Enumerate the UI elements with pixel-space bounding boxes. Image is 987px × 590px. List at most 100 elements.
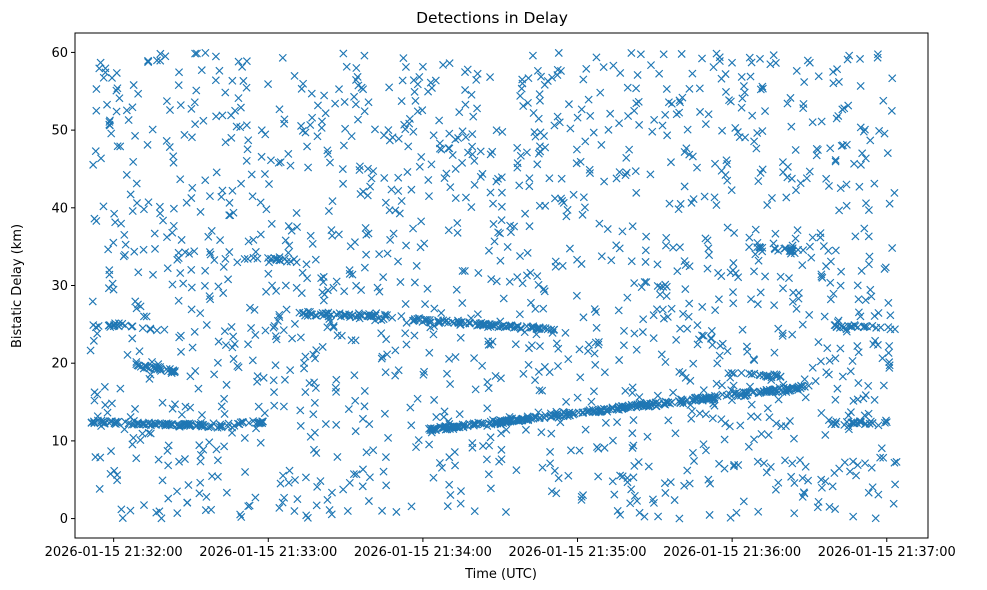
detection-marker <box>516 91 525 100</box>
detection-marker <box>381 198 390 207</box>
detection-marker <box>176 101 185 110</box>
detection-marker <box>241 467 250 476</box>
detection-marker <box>545 174 554 183</box>
detection-marker <box>892 457 901 466</box>
detection-marker <box>734 273 743 282</box>
detection-marker <box>849 418 858 427</box>
detection-marker <box>835 206 844 215</box>
detection-marker <box>275 503 284 512</box>
detection-marker <box>384 433 393 442</box>
detection-marker <box>788 330 797 339</box>
detection-marker <box>169 152 178 161</box>
detection-marker <box>817 117 826 126</box>
detection-marker <box>177 235 186 244</box>
detection-marker <box>820 312 829 321</box>
detection-marker <box>351 396 360 405</box>
detection-marker <box>613 506 622 515</box>
detection-marker <box>240 433 249 442</box>
detection-marker <box>232 122 241 131</box>
detection-marker <box>829 67 838 76</box>
detection-marker <box>536 147 545 156</box>
detection-marker <box>402 241 411 250</box>
detection-marker <box>434 318 443 327</box>
detection-marker <box>535 342 544 351</box>
detection-marker <box>720 435 729 444</box>
detection-marker <box>572 145 581 154</box>
detection-marker <box>230 339 239 348</box>
detection-marker <box>814 72 823 81</box>
detection-marker <box>311 383 320 393</box>
detection-marker <box>128 334 137 343</box>
detection-marker <box>495 229 505 238</box>
detection-marker <box>238 62 247 71</box>
detection-marker <box>227 322 236 331</box>
detection-marker <box>516 151 525 160</box>
detection-marker <box>846 367 855 376</box>
detection-marker <box>437 145 446 154</box>
detection-marker <box>699 386 708 395</box>
detection-marker <box>796 384 805 393</box>
detection-marker <box>284 222 293 231</box>
detection-marker <box>507 322 516 331</box>
detection-marker <box>807 253 816 262</box>
detection-marker <box>573 255 582 264</box>
detection-marker <box>236 510 245 519</box>
detection-marker <box>872 323 881 332</box>
detection-marker <box>278 498 287 507</box>
detection-marker <box>179 279 188 288</box>
detection-marker <box>439 60 448 69</box>
detection-marker <box>540 362 549 371</box>
detection-marker <box>821 477 830 486</box>
detection-marker <box>578 210 587 219</box>
detection-marker <box>483 404 492 413</box>
detection-marker <box>169 204 178 213</box>
detection-marker <box>120 425 129 434</box>
detection-marker <box>777 422 786 431</box>
detection-marker <box>407 502 416 511</box>
detection-marker <box>416 243 425 252</box>
detection-marker <box>555 118 564 127</box>
detection-marker <box>210 256 219 265</box>
detection-marker <box>834 77 843 86</box>
detection-marker <box>516 252 525 261</box>
detection-marker <box>176 175 185 184</box>
detection-marker <box>367 174 376 183</box>
detection-marker <box>771 485 780 494</box>
detection-marker <box>814 338 823 347</box>
detection-marker <box>201 266 210 275</box>
detection-marker <box>712 379 721 388</box>
detection-marker <box>112 86 121 95</box>
detection-marker <box>817 272 826 281</box>
detection-marker <box>586 169 595 178</box>
detection-marker <box>871 336 880 345</box>
detection-marker <box>285 466 294 475</box>
detection-marker <box>110 419 119 428</box>
detection-marker <box>832 417 841 426</box>
detection-marker <box>89 336 98 345</box>
detection-marker <box>681 285 690 294</box>
detection-marker <box>312 311 321 320</box>
detection-marker <box>382 311 392 320</box>
detection-marker <box>96 154 105 163</box>
detection-marker <box>749 387 758 396</box>
detection-marker <box>468 443 477 452</box>
detection-marker <box>104 245 113 254</box>
detection-marker <box>535 414 544 423</box>
detection-marker <box>461 133 470 142</box>
detection-marker <box>228 343 237 352</box>
detection-marker <box>157 514 166 523</box>
detection-marker <box>461 100 470 109</box>
detection-marker <box>753 413 762 422</box>
detection-marker <box>672 335 681 344</box>
detection-marker <box>243 145 252 154</box>
detection-marker <box>131 404 140 413</box>
detection-marker <box>282 257 291 266</box>
detection-marker <box>350 238 359 247</box>
detection-marker <box>616 510 625 519</box>
detection-marker <box>437 463 446 472</box>
detection-marker <box>373 283 382 292</box>
detection-marker <box>537 428 546 437</box>
detection-marker <box>729 389 738 398</box>
x-tick-label: 2026-01-15 21:34:00 <box>354 545 492 560</box>
detection-marker <box>790 509 799 518</box>
